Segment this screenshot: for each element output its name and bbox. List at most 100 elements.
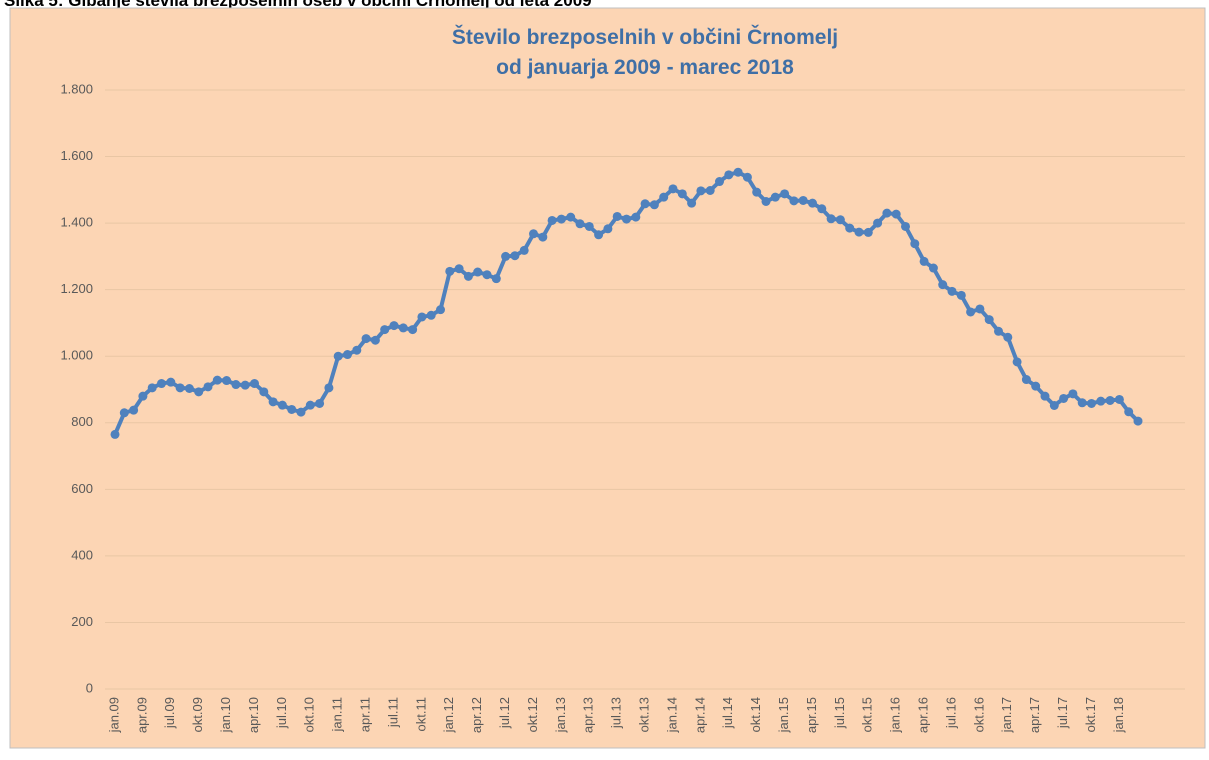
y-tick-label: 0: [86, 680, 93, 695]
data-point: [1003, 332, 1013, 342]
data-point: [584, 221, 594, 231]
y-tick-label: 1.200: [60, 281, 93, 296]
data-point: [138, 391, 148, 401]
data-point: [519, 245, 529, 255]
x-tick-label: apr.11: [358, 697, 373, 732]
data-point: [798, 195, 808, 205]
y-tick-label: 400: [71, 547, 93, 562]
data-point: [389, 321, 399, 331]
data-point: [510, 251, 520, 261]
data-point: [1133, 416, 1143, 426]
data-point: [1031, 381, 1041, 391]
y-tick-label: 1.000: [60, 348, 93, 363]
x-tick-label: apr.16: [916, 697, 931, 733]
x-tick-label: jul.16: [943, 697, 958, 729]
data-point: [1040, 391, 1050, 401]
x-tick-label: jan.17: [999, 697, 1014, 733]
x-tick-label: okt.11: [413, 697, 428, 731]
chart-title: Število brezposelnih v občini Črnomelj: [452, 25, 838, 49]
x-tick-label: jan.09: [106, 697, 121, 733]
data-point: [454, 264, 464, 274]
x-tick-label: okt.16: [971, 697, 986, 732]
data-point: [1096, 396, 1106, 406]
data-point: [1124, 407, 1134, 417]
data-point: [1087, 398, 1096, 408]
y-tick-label: 200: [71, 614, 93, 629]
data-point: [147, 383, 157, 393]
data-point: [529, 229, 538, 239]
data-point: [277, 400, 287, 410]
x-tick-label: apr.17: [1027, 697, 1042, 733]
x-tick-label: jul.14: [720, 697, 735, 729]
x-tick-label: okt.09: [190, 697, 205, 732]
data-point: [380, 325, 390, 335]
data-point: [370, 335, 380, 345]
data-point: [659, 192, 669, 202]
x-tick-label: apr.13: [581, 697, 596, 733]
data-point: [296, 407, 306, 417]
data-point: [166, 377, 176, 387]
x-tick-label: jan.12: [441, 697, 456, 733]
data-point: [742, 172, 752, 182]
data-point: [1105, 395, 1115, 405]
data-point: [752, 187, 762, 197]
x-tick-label: jul.13: [609, 697, 624, 729]
x-tick-label: okt.12: [525, 697, 540, 732]
data-point: [324, 383, 334, 393]
data-point: [873, 218, 883, 228]
data-point: [789, 196, 799, 206]
data-point: [612, 211, 622, 221]
data-point: [649, 200, 659, 210]
x-tick-label: okt.15: [860, 697, 875, 732]
x-tick-label: apr.12: [469, 697, 484, 733]
data-point: [863, 227, 873, 237]
data-point: [1049, 400, 1059, 410]
x-tick-label: jul.09: [162, 697, 177, 729]
chart-subtitle: od januarja 2009 - marec 2018: [496, 56, 794, 79]
x-tick-label: okt.13: [637, 697, 652, 732]
data-point: [910, 239, 920, 249]
x-tick-label: jan.11: [330, 697, 345, 732]
data-point: [891, 209, 901, 219]
data-point: [305, 400, 315, 410]
data-point: [501, 251, 511, 261]
data-point: [129, 405, 139, 415]
data-point: [482, 270, 492, 280]
data-point: [538, 232, 548, 242]
x-tick-label: jan.10: [218, 697, 233, 733]
data-point: [668, 184, 678, 194]
data-point: [947, 286, 957, 296]
data-point: [854, 227, 864, 237]
data-point: [315, 398, 325, 408]
data-point: [231, 380, 241, 390]
data-point: [250, 379, 259, 389]
data-point: [463, 271, 473, 281]
data-point: [808, 198, 817, 208]
x-tick-label: apr.14: [692, 697, 707, 733]
x-tick-label: jan.18: [1111, 697, 1126, 733]
data-point: [1012, 357, 1022, 367]
x-tick-label: jul.12: [497, 697, 512, 729]
data-point: [361, 334, 371, 344]
data-point: [268, 397, 278, 407]
data-point: [1021, 375, 1031, 385]
data-point: [733, 167, 743, 177]
y-tick-label: 1.800: [60, 81, 93, 96]
y-tick-label: 1.400: [60, 215, 93, 230]
x-tick-label: jul.15: [832, 697, 847, 729]
y-tick-label: 800: [71, 414, 93, 429]
data-point: [687, 198, 697, 208]
data-point: [770, 192, 780, 202]
data-point: [445, 266, 455, 276]
data-point: [705, 185, 715, 195]
data-point: [119, 408, 129, 418]
data-point: [212, 375, 222, 385]
data-point: [556, 214, 566, 224]
x-tick-label: apr.10: [246, 697, 261, 733]
data-point: [417, 312, 427, 322]
data-point: [761, 196, 771, 206]
data-point: [575, 219, 585, 229]
data-point: [1059, 393, 1069, 403]
data-point: [966, 307, 976, 317]
